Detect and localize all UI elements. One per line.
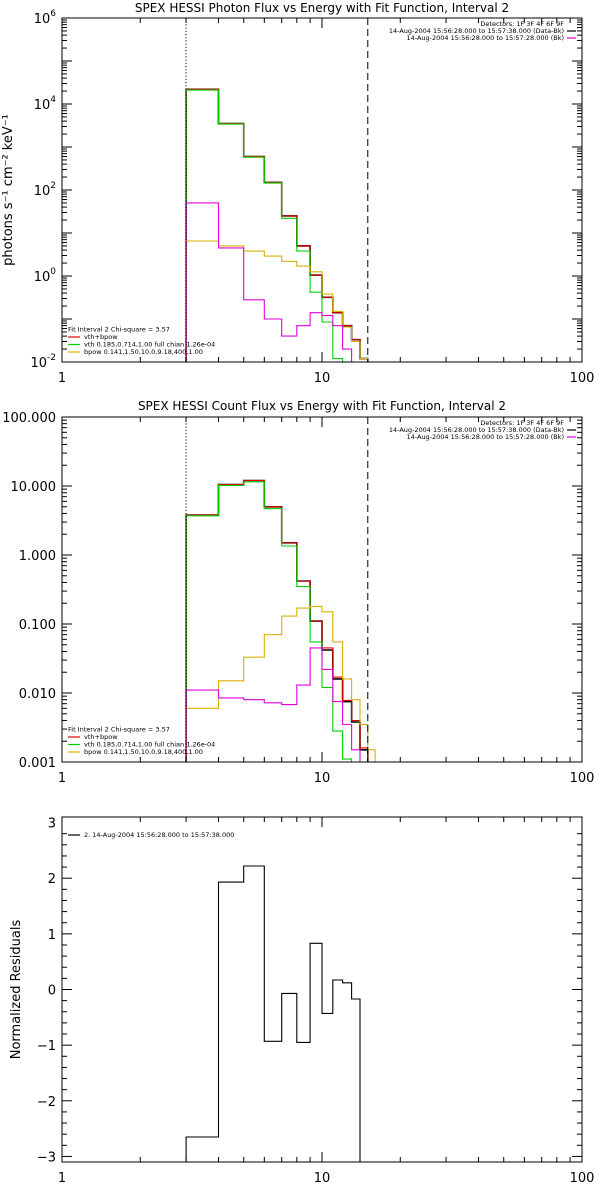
series-vth	[185, 481, 353, 762]
y-tick-label: 10-2	[30, 353, 56, 371]
legend-entry: bpow 0.141,1.50,10.0,9.18,400,1.00	[84, 348, 203, 356]
x-tick-label: 1	[58, 1171, 66, 1186]
legend-entry: vth+bpow	[84, 733, 118, 741]
series-bpow	[185, 605, 376, 762]
series-vth-bpow	[185, 88, 369, 362]
info-line: 14-Aug-2004 15:56:28.000 to 15:57:28.000…	[407, 34, 564, 42]
x-tick-label: 1	[58, 371, 66, 386]
y-axis-label: Normalized Residuals	[9, 920, 24, 1060]
y-tick-label: −1	[37, 1039, 56, 1054]
x-tick-label: 10	[314, 771, 331, 786]
chart-panel-2: SPEX HESSI Count Flux vs Energy with Fit…	[2, 399, 594, 786]
x-tick-label: 100	[570, 1171, 595, 1186]
info-line: 14-Aug-2004 15:56:28.000 to 15:57:28.000…	[407, 433, 564, 441]
info-line: 14-Aug-2004 15:56:28.000 to 15:57:38.000…	[389, 426, 564, 434]
info-line: Detectors: 1F 3F 4F 6F 9F	[480, 419, 564, 427]
series-bpow	[185, 240, 369, 362]
chart-title: SPEX HESSI Photon Flux vs Energy with Fi…	[135, 1, 509, 15]
legend-entry: 2. 14-Aug-2004 15:56:28.000 to 15:57:38.…	[84, 831, 234, 839]
y-tick-label: 1	[48, 928, 56, 943]
info-line: Detectors: 1F 3F 4F 6F 9F	[480, 20, 564, 28]
info-line: 14-Aug-2004 15:56:28.000 to 15:57:38.000…	[389, 27, 564, 35]
y-tick-label: 0	[48, 984, 56, 999]
x-tick-label: 10	[314, 1171, 331, 1186]
y-tick-label: 100	[34, 267, 57, 285]
y-tick-label: −2	[37, 1095, 56, 1110]
legend-entry: vth+bpow	[84, 333, 118, 341]
series-background	[185, 647, 361, 762]
y-tick-label: 100.000	[2, 411, 56, 426]
series-group	[185, 88, 369, 362]
y-tick-label: 0.001	[19, 756, 56, 771]
legend-entry: vth 0.185,0.714,1.00 full chian 1.26e-04	[84, 341, 215, 349]
series-data	[185, 88, 369, 362]
x-tick-label: 10	[314, 371, 331, 386]
series-residuals	[185, 865, 361, 1162]
legend-entry: vth 0.185,0.714,1.00 full chian 1.26e-04	[84, 741, 215, 749]
series-data	[185, 479, 369, 762]
series-vth-bpow	[185, 479, 369, 762]
series-group	[185, 865, 361, 1162]
x-tick-label: 100	[570, 771, 595, 786]
y-tick-label: −3	[37, 1150, 56, 1165]
y-tick-label: 1.000	[19, 549, 56, 564]
chart-panel-1: SPEX HESSI Photon Flux vs Energy with Fi…	[1, 1, 594, 386]
y-tick-label: 10.000	[11, 480, 57, 495]
chart-title: SPEX HESSI Count Flux vs Energy with Fit…	[138, 399, 506, 413]
plot-frame	[61, 416, 583, 763]
x-tick-label: 100	[570, 371, 595, 386]
legend-entry: bpow 0.141,1.50,10.0,9.18,400,1.00	[84, 748, 203, 756]
y-tick-label: 102	[34, 181, 56, 199]
series-vth	[185, 89, 344, 362]
x-tick-label: 1	[58, 771, 66, 786]
legend-entry: Fit Interval 2 Chi-square = 3.57	[68, 726, 170, 734]
y-axis-label: photons s⁻¹ cm⁻² keV⁻¹	[1, 114, 16, 266]
y-tick-label: 106	[34, 9, 57, 27]
series-group	[185, 479, 376, 762]
series-background	[185, 202, 353, 362]
y-tick-label: 0.010	[19, 687, 56, 702]
y-tick-label: 2	[48, 872, 56, 887]
chart-panel-3: 1 10 100 −3 −2 −1 0 1 2 3 Normalized Residuals 2. 1…	[9, 816, 595, 1186]
y-tick-label: 0.100	[19, 618, 56, 633]
y-tick-label: 104	[34, 95, 57, 113]
y-tick-label: 3	[48, 817, 56, 832]
legend-entry: Fit Interval 2 Chi-square = 3.57	[68, 326, 170, 334]
